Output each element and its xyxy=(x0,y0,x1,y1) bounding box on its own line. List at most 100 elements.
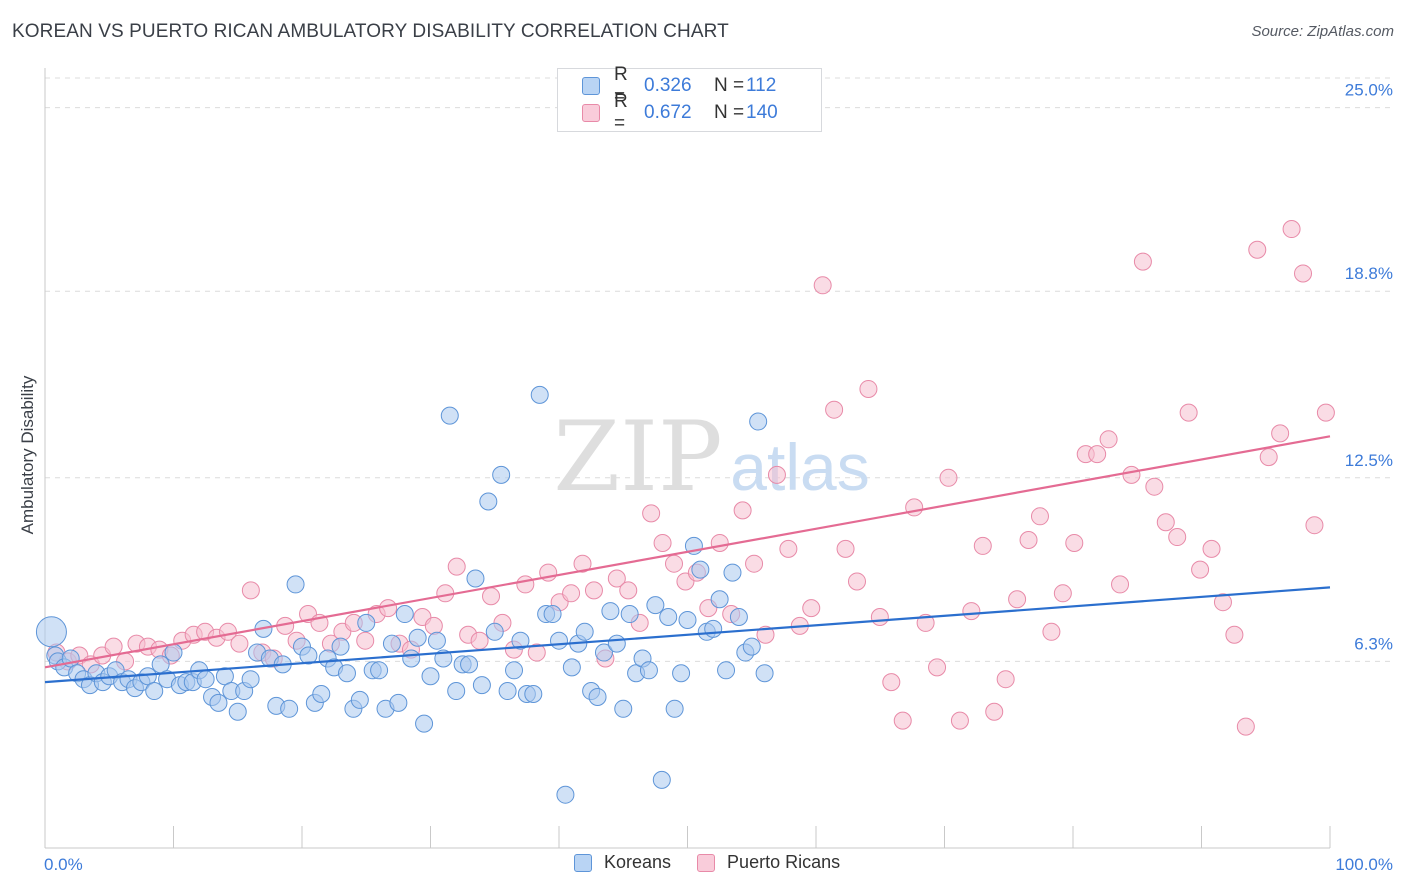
korean-point xyxy=(614,699,633,718)
korean-point xyxy=(196,670,215,689)
korean-trend-line xyxy=(44,586,1331,684)
puerto-rican-point xyxy=(825,400,844,419)
puerto-rican-point xyxy=(1202,539,1221,558)
korean-point xyxy=(228,702,247,721)
puerto-rican-point xyxy=(1294,264,1313,283)
watermark: ZIP atlas xyxy=(553,401,869,513)
korean-point xyxy=(479,492,498,511)
puerto-rican-point xyxy=(1191,560,1210,579)
source-label: Source: ZipAtlas.com xyxy=(1251,23,1394,40)
puerto-rican-point xyxy=(1145,477,1164,496)
puerto-rican-point xyxy=(1042,622,1061,641)
puerto-rican-point xyxy=(1213,593,1232,612)
puerto-rican-point xyxy=(356,631,375,650)
puerto-rican-point xyxy=(447,557,466,576)
korean-point xyxy=(357,613,376,632)
korean-point xyxy=(434,649,453,668)
korean-point xyxy=(145,682,164,701)
puerto-rican-point xyxy=(733,501,752,520)
korean-point xyxy=(691,560,710,579)
korean-point xyxy=(427,631,446,650)
puerto-rican-point xyxy=(1065,533,1084,552)
tick-labels: 6.3% 12.5% 18.8% 25.0% 0.0% 100.0% xyxy=(44,81,1393,874)
korean-swatch xyxy=(582,77,600,95)
puerto-rican-point xyxy=(870,608,889,626)
puerto-rican-point xyxy=(1225,625,1244,644)
korean-point xyxy=(717,661,736,680)
puerto-rican-point xyxy=(847,572,866,591)
puerto-rican-point xyxy=(882,673,901,692)
puerto-rican-point xyxy=(1008,590,1027,609)
legend-r-value: 0.326 xyxy=(644,75,692,96)
puerto-rican-point xyxy=(562,584,581,603)
puerto-rican-point xyxy=(802,599,821,618)
korean-point xyxy=(665,699,684,718)
puerto-rican-point xyxy=(1111,575,1130,594)
korean-point xyxy=(492,465,511,484)
puerto-rican-point xyxy=(745,554,764,573)
bottom-legend-koreans-label: Koreans xyxy=(604,852,672,872)
puerto-rican-point xyxy=(985,702,1004,721)
puerto-rican-point xyxy=(1248,240,1267,259)
watermark-zip: ZIP xyxy=(553,401,722,513)
puerto-rican-point xyxy=(1122,465,1141,484)
puerto-rican-point xyxy=(573,554,592,573)
legend-row-puerto-ricans: R = 0.672 N = 140 xyxy=(582,91,778,134)
puerto-rican-point xyxy=(893,711,912,730)
puerto-rican-trend-line xyxy=(44,435,1331,669)
puerto-rican-swatch xyxy=(582,104,600,122)
puerto-rican-point xyxy=(767,465,786,484)
puerto-rican-point xyxy=(1282,220,1301,239)
puerto-rican-point xyxy=(516,575,535,594)
korean-point xyxy=(472,676,491,695)
puerto-rican-point xyxy=(642,504,661,523)
korean-point xyxy=(505,661,524,680)
korean-point xyxy=(164,643,183,662)
puerto-rican-point xyxy=(1053,584,1072,603)
korean-point xyxy=(312,685,331,703)
korean-point xyxy=(652,770,671,789)
korean-point xyxy=(331,637,350,656)
puerto-rican-point xyxy=(962,602,981,621)
korean-point xyxy=(350,690,369,709)
korean-point xyxy=(639,661,658,680)
korean-point xyxy=(672,664,691,683)
korean-point xyxy=(215,667,234,686)
korean-point xyxy=(382,634,401,653)
puerto-rican-point xyxy=(1099,430,1118,449)
bottom-legend-puerto-ricans[interactable]: Puerto Ricans xyxy=(697,852,840,873)
korean-point xyxy=(299,646,318,665)
korean-point xyxy=(421,667,440,686)
puerto-rican-point xyxy=(1179,403,1198,422)
puerto-rican-point xyxy=(1156,513,1175,532)
korean-point xyxy=(286,575,305,594)
bottom-legend-koreans[interactable]: Koreans xyxy=(574,852,671,873)
puerto-rican-point xyxy=(973,536,992,555)
puerto-rican-point xyxy=(619,581,638,600)
korean-point xyxy=(280,699,299,718)
y-tick-label: 25.0% xyxy=(1345,81,1393,100)
korean-point xyxy=(415,714,434,733)
korean-point xyxy=(755,664,774,683)
puerto-rican-point xyxy=(905,498,924,517)
korean-point xyxy=(447,682,466,701)
y-tick-label: 12.5% xyxy=(1345,451,1393,470)
korean-point xyxy=(704,619,723,638)
puerto-rican-point xyxy=(653,533,672,552)
korean-point xyxy=(35,616,67,648)
legend-n-label: N = xyxy=(714,102,745,123)
puerto-rican-point xyxy=(928,658,947,677)
puerto-rican-point xyxy=(470,631,489,650)
korean-point xyxy=(402,649,421,668)
legend-n-value: 112 xyxy=(746,75,777,96)
korean-point xyxy=(241,670,260,689)
legend-r-value: 0.672 xyxy=(644,102,692,123)
puerto-rican-point xyxy=(1236,717,1255,736)
y-tick-label: 6.3% xyxy=(1354,634,1393,653)
puerto-rican-point xyxy=(1133,252,1152,271)
korean-points xyxy=(35,385,774,804)
korean-point xyxy=(530,385,549,404)
x-tick-label: 100.0% xyxy=(1335,855,1393,874)
korean-point xyxy=(678,610,697,629)
